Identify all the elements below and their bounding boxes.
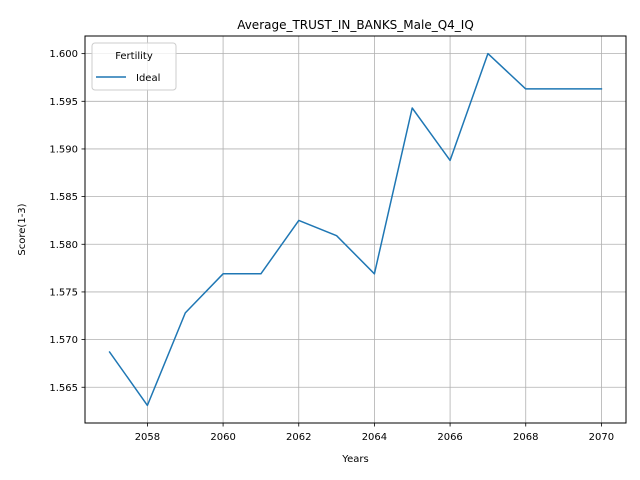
legend-box [91,42,177,91]
y-axis-label: Score(1-3) [17,203,28,255]
legend: Fertility Ideal [91,42,177,91]
y-axis-ticks: 1.565 1.570 1.575 1.580 1.585 1.590 1.595 1.600 [49,49,85,394]
y-tick-label: 1.590 [49,144,78,155]
plot-background [85,36,626,423]
legend-label-ideal: Ideal [136,73,160,84]
x-tick-label: 2068 [513,432,538,443]
grid-lines [85,36,626,423]
legend-title: Fertility [115,51,153,62]
x-tick-label: 2066 [437,432,462,443]
y-tick-label: 1.575 [49,287,78,298]
x-axis-label: Years [341,454,368,465]
x-tick-label: 2058 [135,432,160,443]
x-tick-label: 2062 [286,432,311,443]
series-line-ideal [108,52,603,407]
x-tick-label: 2070 [589,432,614,443]
chart-title: Average_TRUST_IN_BANKS_Male_Q4_IQ [237,18,474,32]
x-tick-label: 2064 [362,432,387,443]
y-tick-label: 1.585 [49,192,78,203]
x-tick-label: 2060 [210,432,235,443]
y-tick-label: 1.600 [49,49,78,60]
plot-frame [84,35,627,424]
y-tick-label: 1.580 [49,240,78,251]
y-tick-label: 1.565 [49,383,78,394]
x-axis-ticks: 2058 2060 2062 2064 2066 2068 2070 [135,423,614,443]
series-lines [108,52,603,407]
y-tick-label: 1.570 [49,335,78,346]
y-tick-label: 1.595 [49,97,78,108]
